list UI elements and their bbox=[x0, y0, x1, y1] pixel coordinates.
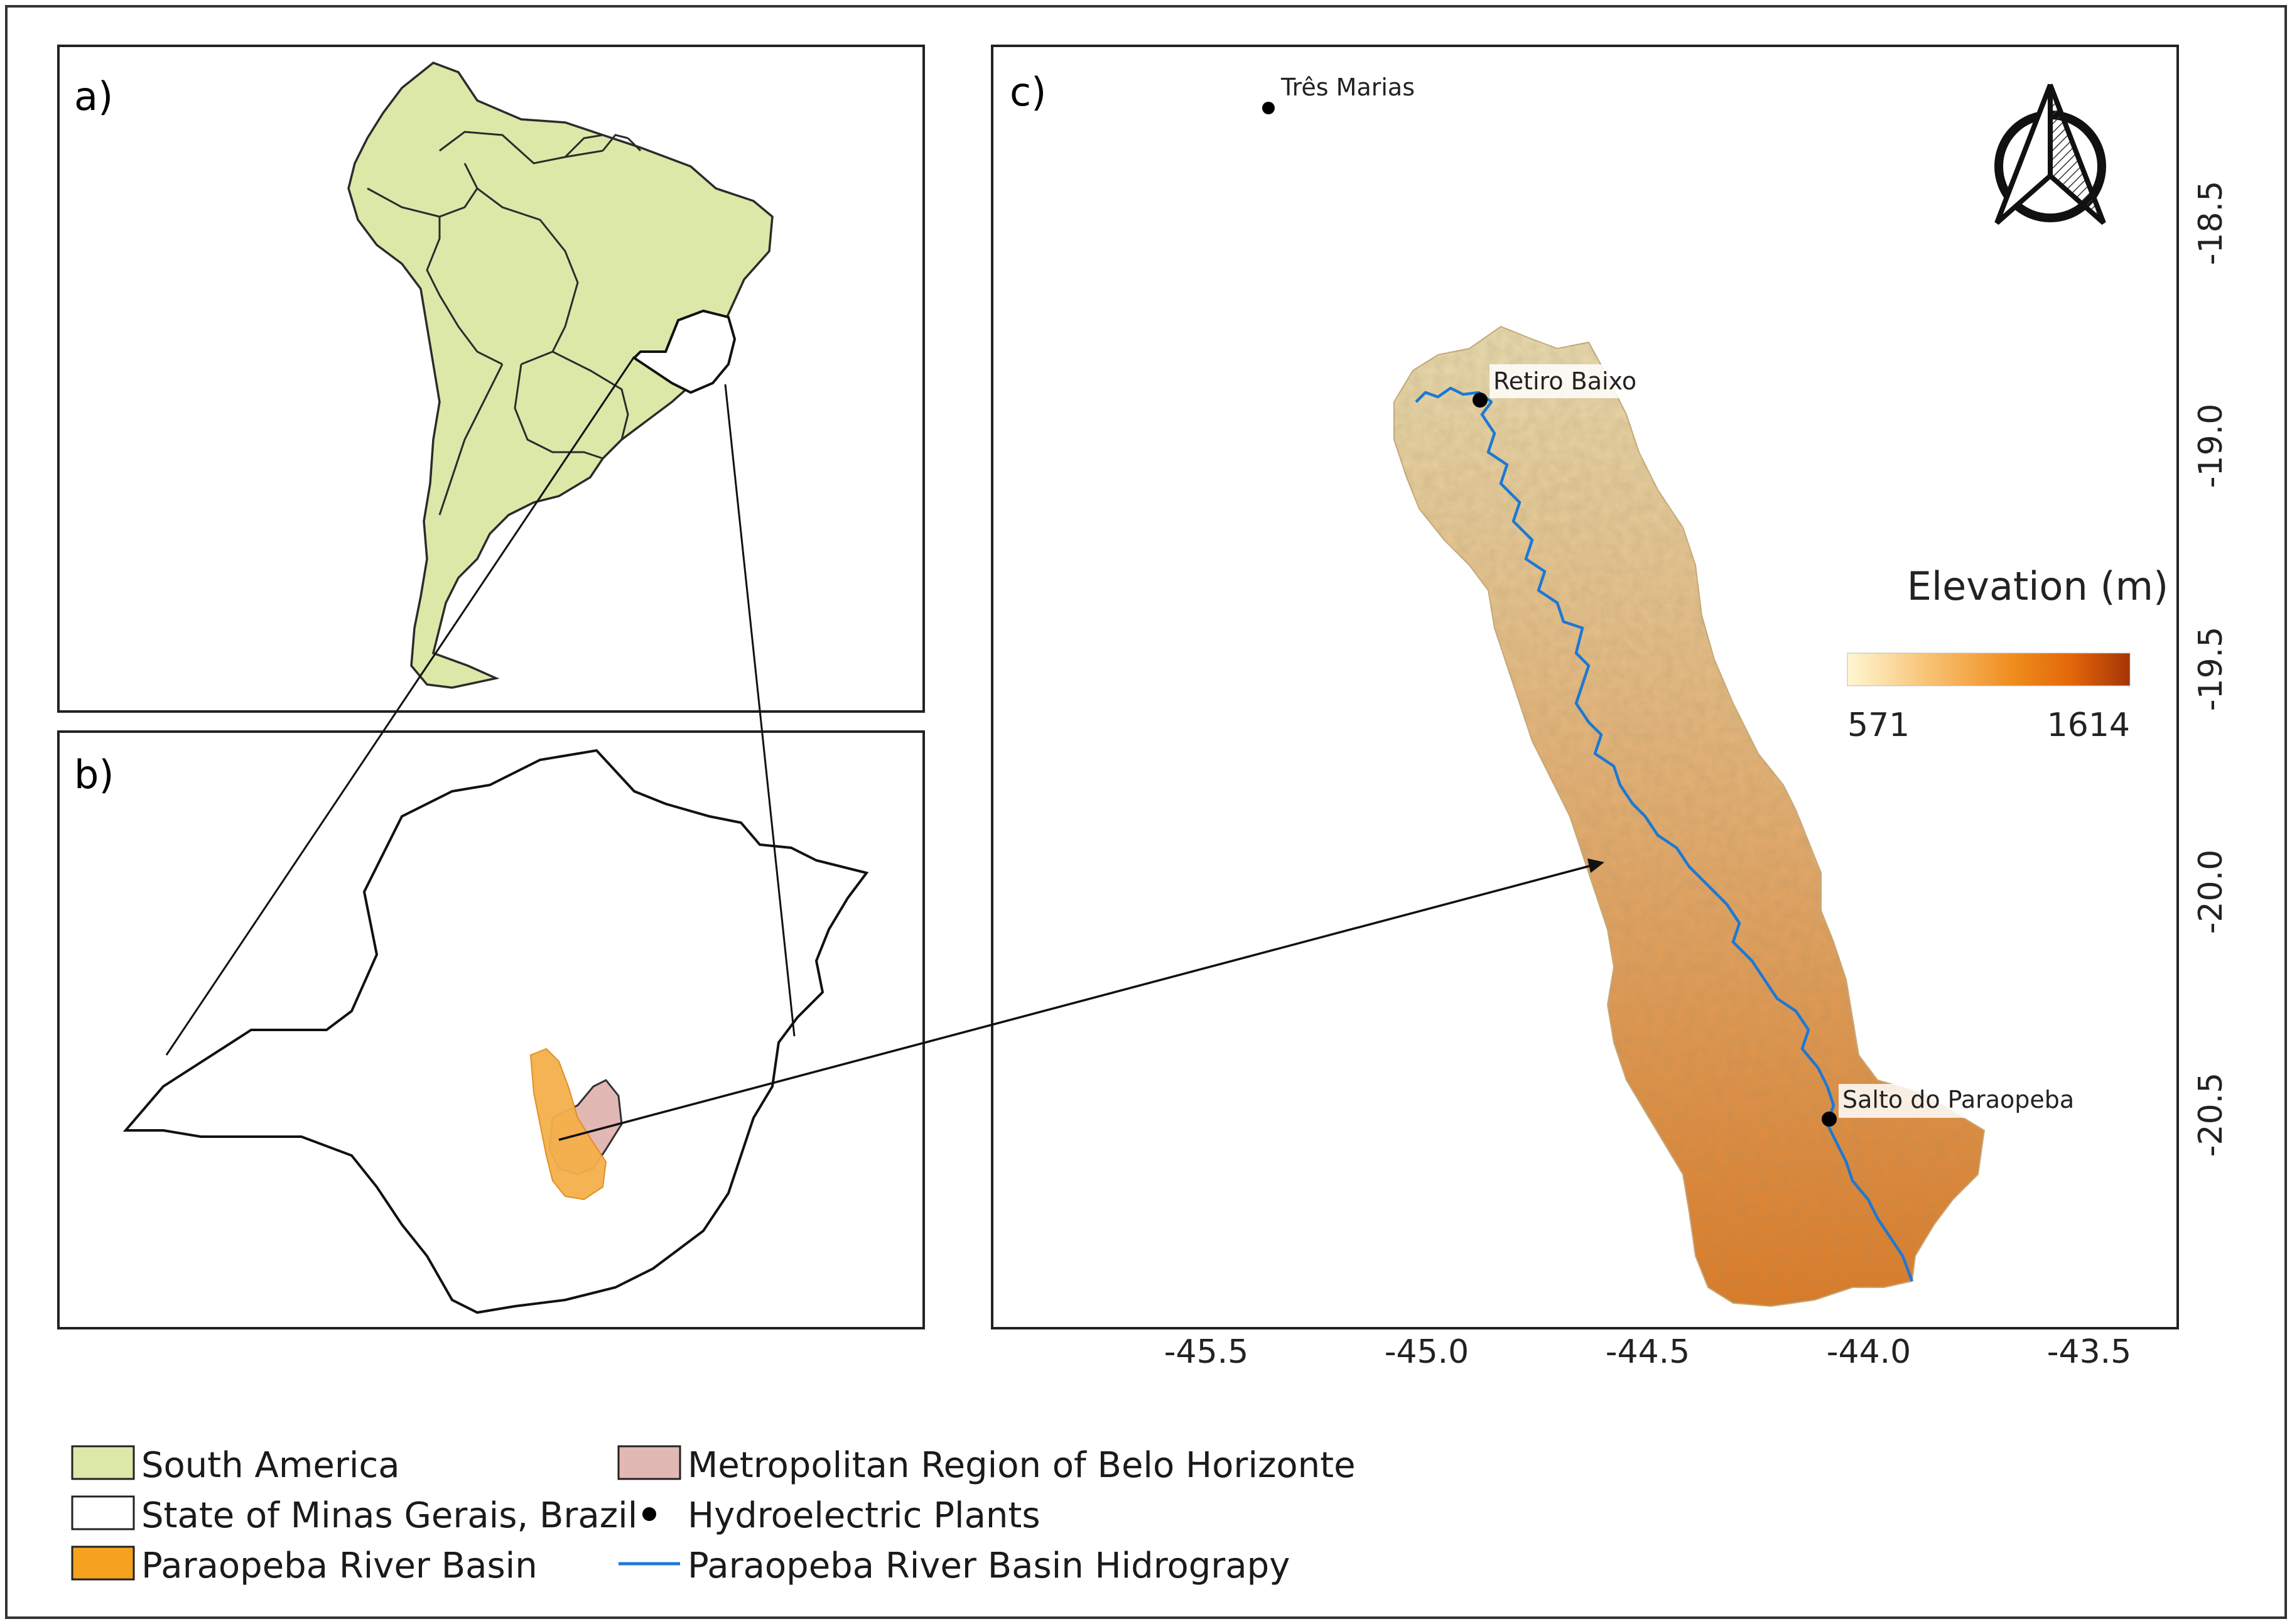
plant-dot bbox=[1262, 102, 1275, 114]
outer-frame bbox=[5, 5, 2287, 1619]
country-borders bbox=[367, 131, 642, 516]
y-tick-label: -20.0 bbox=[2192, 850, 2230, 934]
basin-small-shape bbox=[529, 1047, 607, 1201]
y-tick-label: -19.0 bbox=[2192, 404, 2230, 489]
panel-a-label: a) bbox=[74, 73, 113, 119]
place-salto-do-paraopeba: Salto do Paraopeba bbox=[1822, 1084, 2089, 1127]
x-tick-label: -44.0 bbox=[1827, 1333, 1911, 1371]
panel-a: a) bbox=[57, 45, 925, 713]
legend-item-hydroelectric-plants: Hydroelectric Plants bbox=[642, 1495, 1041, 1536]
legend-label: Paraopeba River Basin bbox=[141, 1546, 538, 1586]
legend-swatch bbox=[71, 1495, 135, 1530]
legend-item-minas-gerais: State of Minas Gerais, Brazil bbox=[71, 1495, 637, 1536]
plant-dot bbox=[1822, 1112, 1837, 1127]
legend-swatch bbox=[71, 1445, 135, 1480]
place-tres-marias: Três Marias bbox=[1262, 69, 1424, 114]
legend-item-south-america: South America bbox=[71, 1445, 400, 1486]
river-line bbox=[1415, 386, 1914, 1282]
colorbar-title: Elevation (m) bbox=[1907, 563, 2168, 609]
plant-dot bbox=[1473, 392, 1488, 408]
colorbar bbox=[1847, 652, 2131, 686]
south-america-shape bbox=[347, 62, 774, 689]
place-label: Retiro Baixo bbox=[1493, 367, 1636, 395]
north-arrow-icon bbox=[1994, 84, 2106, 225]
x-axis-ticks: -45.5 -45.0 -44.5 -44.0 -43.5 bbox=[1164, 1333, 2132, 1371]
y-axis-ticks: -18.5 -19.0 -19.5 -20.0 -20.5 bbox=[2192, 181, 2230, 1157]
panel-b-label: b) bbox=[74, 752, 114, 798]
basin-arrowhead bbox=[1587, 858, 1604, 873]
place-label-bg bbox=[1276, 69, 1424, 104]
place-label: Três Marias bbox=[1280, 73, 1415, 101]
place-retiro-baixo: Retiro Baixo bbox=[1473, 364, 1645, 408]
legend-label: State of Minas Gerais, Brazil bbox=[141, 1495, 637, 1536]
x-tick-label: -43.5 bbox=[2047, 1333, 2132, 1371]
minas-gerais-outline bbox=[122, 749, 869, 1314]
place-label-bg bbox=[1839, 1084, 2089, 1118]
legend-item-hidrography: Paraopeba River Basin Hidrograpy bbox=[619, 1546, 1290, 1586]
connector-lines bbox=[165, 356, 796, 1056]
legend-label: South America bbox=[141, 1445, 400, 1486]
x-tick-label: -45.0 bbox=[1385, 1333, 1469, 1371]
legend-label: Hydroelectric Plants bbox=[688, 1495, 1041, 1536]
legend: South America State of Minas Gerais, Bra… bbox=[71, 1445, 1356, 1586]
colorbar-min-label: 571 bbox=[1847, 706, 1910, 744]
legend-dot-icon bbox=[642, 1507, 656, 1521]
panel-c: c) Três Marias Retiro Baixo Salto do Par… bbox=[558, 45, 2230, 1371]
legend-item-metro-region: Metropolitan Region of Belo Horizonte bbox=[617, 1445, 1356, 1486]
legend-swatch bbox=[71, 1546, 135, 1581]
legend-label: Paraopeba River Basin Hidrograpy bbox=[688, 1546, 1290, 1586]
y-tick-label: -18.5 bbox=[2192, 181, 2230, 266]
panel-b: b) bbox=[57, 730, 925, 1329]
y-tick-label: -19.5 bbox=[2192, 627, 2230, 712]
place-label: Salto do Paraopeba bbox=[1842, 1086, 2074, 1113]
y-tick-label: -20.5 bbox=[2192, 1073, 2230, 1157]
x-tick-label: -44.5 bbox=[1606, 1333, 1690, 1371]
legend-item-paraopeba-basin: Paraopeba River Basin bbox=[71, 1546, 538, 1586]
place-label-bg bbox=[1489, 364, 1645, 398]
basin-arrow-line bbox=[558, 864, 1592, 1141]
colorbar-max-label: 1614 bbox=[2047, 706, 2130, 744]
panel-c-label: c) bbox=[1010, 69, 1046, 115]
x-tick-label: -45.5 bbox=[1164, 1333, 1249, 1371]
legend-swatch bbox=[617, 1445, 681, 1480]
legend-label: Metropolitan Region of Belo Horizonte bbox=[688, 1445, 1356, 1486]
